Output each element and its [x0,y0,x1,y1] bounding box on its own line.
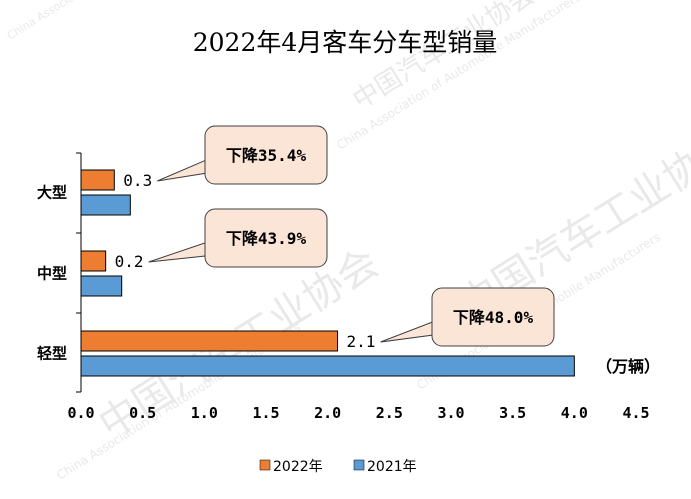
data-label: 0.3 [123,171,152,190]
bar-2022 [80,330,339,352]
bar-2021 [80,275,123,297]
bar-2021 [80,194,131,216]
legend-label: 2021年 [367,459,417,475]
bar-2022 [80,169,115,191]
x-tick-label: 3.5 [499,404,526,422]
bars [80,169,575,377]
category-label: 中型 [37,265,67,283]
x-tick-label: 3.0 [437,404,464,422]
legend-label: 2022年 [273,459,323,475]
x-tick-label: 0.5 [129,404,156,422]
x-tick-label: 2.0 [314,404,341,422]
x-tick-label: 4.0 [561,404,588,422]
callout-text: 下降48.0% [453,308,534,327]
callouts: 下降35.4% 下降43.9% 下降48.0% [148,125,555,347]
unit-label: （万辆） [596,357,660,376]
callout-box [431,287,555,347]
x-tick-label: 0.0 [67,404,94,422]
legend-swatch [353,459,365,471]
data-labels: 0.3 0.2 2.1 [115,171,376,351]
bar-2022 [80,250,107,272]
category-label: 大型 [37,184,67,202]
chart-title: 2022年4月客车分车型销量 [193,28,498,57]
callout-pointer [380,319,439,343]
callout-joint [206,156,214,174]
x-tick-label: 2.5 [376,404,403,422]
callout-pointer [148,240,212,263]
watermark: 中国汽车工业协会中国汽车工业协会中国汽车工业协会China Associatio… [5,0,691,483]
bar-2021 [80,355,575,377]
data-label: 0.2 [115,252,144,271]
category-label: 轻型 [37,345,67,363]
legend-swatch [259,459,271,471]
callout-pointer [157,157,212,182]
callout-box [204,208,328,268]
callout-joint [433,318,441,336]
watermark-cn-0: 中国汽车工业协会 [348,0,540,116]
legend: 2022年 2021年 [259,459,417,475]
callout-box [204,125,328,185]
callout-joint [206,239,214,257]
x-tick-label: 1.0 [191,404,218,422]
x-tick-label: 4.5 [622,404,649,422]
x-tick-label: 1.5 [252,404,279,422]
callout-text: 下降35.4% [226,146,307,165]
callout-text: 下降43.9% [226,229,307,248]
data-label: 2.1 [347,332,376,351]
